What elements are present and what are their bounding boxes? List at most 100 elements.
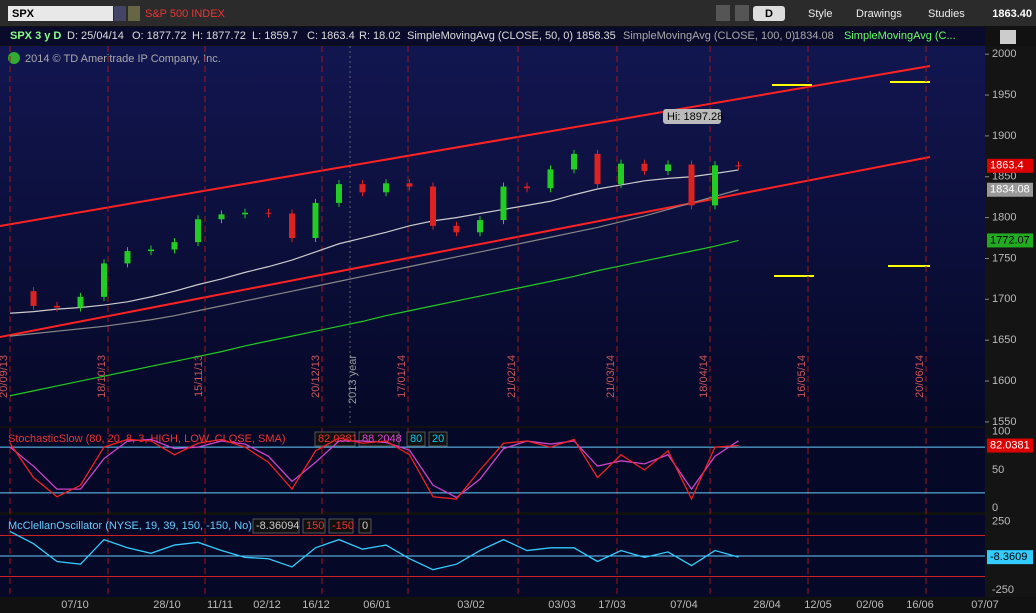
copyright: 2014 © TD Ameritrade IP Company, Inc. [25, 53, 221, 65]
x-tick-label: 02/12 [253, 599, 281, 611]
x-tick-label: 12/05 [804, 599, 832, 611]
tool-icon[interactable] [716, 5, 730, 21]
y-tick-label: 1650 [992, 334, 1016, 346]
mcclellan-title: McClellanOscillator (NYSE, 19, 39, 150, … [8, 520, 252, 532]
channel-top [0, 65, 931, 227]
mcclellan-value: -150 [332, 520, 354, 532]
candle [289, 213, 295, 239]
candle [477, 220, 483, 233]
drawings-button[interactable]: Drawings [856, 8, 902, 20]
value-box [406, 431, 426, 447]
candle [148, 249, 154, 252]
expiration-label: 21/03/14 [605, 355, 617, 398]
info-range: R: 18.02 [359, 30, 401, 42]
candle [265, 212, 272, 214]
candle [359, 184, 366, 193]
symbol-box[interactable] [8, 6, 113, 21]
symbol: SPX [12, 8, 35, 20]
y-tick-label: 1950 [992, 89, 1016, 101]
price-tag-label: -8.3609 [990, 551, 1027, 563]
x-tick-label: 11/11 [207, 599, 233, 611]
candle [618, 163, 624, 185]
candle [54, 305, 60, 308]
candle [336, 184, 342, 203]
sma2-value: 1834.08 [794, 30, 834, 42]
candle [30, 291, 37, 306]
price-tag [987, 182, 1033, 197]
mcclellan-value: 0 [362, 520, 368, 532]
candle [453, 225, 460, 233]
info-bar [0, 27, 985, 45]
y-tick-label: 0 [992, 502, 998, 514]
candle [641, 163, 648, 172]
panel-button[interactable] [1000, 30, 1016, 44]
tool-icon[interactable] [735, 5, 749, 21]
stochastic-value: 80 [410, 433, 422, 445]
x-tick-label: 03/02 [457, 599, 485, 611]
x-tick-label: 07/10 [61, 599, 89, 611]
y-tick-label: 2000 [992, 48, 1016, 60]
mcclellan-value: 150 [306, 520, 324, 532]
price-tag [987, 438, 1033, 453]
y-tick-label: 1900 [992, 130, 1016, 142]
price-tag [987, 158, 1033, 173]
y-tick-label: 1750 [992, 252, 1016, 264]
right-axis [985, 46, 1036, 597]
info-open: O: 1877.72 [132, 30, 186, 42]
candle [688, 164, 695, 206]
link-button[interactable] [128, 6, 140, 21]
expiration-label: 16/05/14 [796, 355, 808, 398]
price-tag [987, 233, 1033, 248]
y-tick-label: 1800 [992, 212, 1016, 224]
candle [594, 153, 601, 185]
x-tick-label: 02/06 [856, 599, 884, 611]
y-tick-label: 250 [992, 516, 1010, 528]
price-tag-label: 1772.07 [990, 234, 1030, 246]
toolbar [0, 0, 1036, 26]
x-tick-label: 16/12 [302, 599, 330, 611]
x-tick-label: 03/03 [548, 599, 576, 611]
sma3-name: SimpleMovingAvg (C... [844, 30, 956, 42]
x-tick-label: 28/10 [153, 599, 181, 611]
candle [406, 183, 413, 187]
candle [735, 165, 742, 167]
sma3-line [9, 239, 739, 397]
y-tick-label: 1550 [992, 416, 1016, 428]
stochastic-value: 20 [432, 433, 444, 445]
value-box [428, 431, 448, 447]
aggregation-button[interactable] [753, 6, 785, 21]
price-panel [0, 46, 985, 426]
candle [524, 186, 530, 189]
value-box [252, 518, 300, 534]
mcclellan-line [9, 530, 739, 571]
last-price: 1863.40 [992, 8, 1032, 20]
aggregation: D [765, 8, 773, 20]
x-tick-label: 28/04 [753, 599, 781, 611]
x-tick-label: 06/01 [363, 599, 391, 611]
candle [101, 263, 107, 297]
symbol-dropdown[interactable] [114, 6, 126, 21]
value-box [358, 518, 372, 534]
studies-button[interactable]: Studies [928, 8, 965, 20]
candle [430, 186, 436, 226]
value-box [302, 518, 326, 534]
expiration-label: 15/11/13 [193, 355, 205, 397]
y-tick-label: 1850 [992, 171, 1016, 183]
candle [571, 153, 577, 170]
style-button[interactable]: Style [808, 8, 832, 20]
info-low: L: 1859.7 [252, 30, 298, 42]
high-label: Hi: 1897.28 [667, 111, 723, 123]
candle [712, 165, 718, 206]
y-tick-label: 1600 [992, 375, 1016, 387]
sma1-name: SimpleMovingAvg (CLOSE, 50, 0) [407, 30, 573, 42]
stochastic-k [9, 437, 739, 501]
candle [77, 296, 84, 308]
stochastic-panel [0, 428, 985, 512]
info-icon[interactable] [8, 52, 20, 64]
price-tag-label: 82.0381 [990, 439, 1030, 451]
y-tick-label: 50 [992, 464, 1004, 476]
candle [124, 251, 131, 264]
expiration-label: 18/04/14 [698, 355, 710, 398]
expiration-label: 17/01/14 [396, 355, 408, 398]
